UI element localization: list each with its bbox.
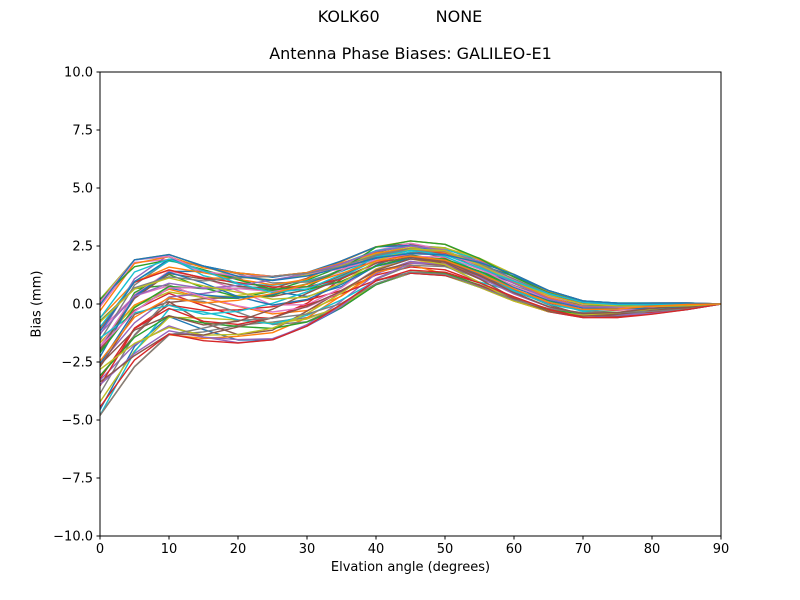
- bias-curve: [100, 249, 721, 319]
- y-tick-label: 5.0: [72, 182, 93, 197]
- bias-curve: [100, 256, 721, 366]
- x-tick-label: 10: [161, 542, 178, 557]
- bias-curve: [100, 248, 721, 323]
- y-tick-label: −2.5: [61, 356, 93, 371]
- x-axis-label: Elvation angle (degrees): [330, 560, 491, 575]
- x-tick-label: 30: [299, 542, 316, 557]
- axes-title: Antenna Phase Biases: GALILEO-E1: [269, 44, 552, 63]
- y-tick-label: −10.0: [53, 530, 93, 545]
- figure-suptitle: KOLK60 NONE: [317, 7, 483, 26]
- bias-curve: [100, 252, 721, 306]
- x-tick-label: 80: [644, 542, 661, 557]
- y-tick-label: 10.0: [64, 66, 93, 81]
- x-tick-label: 20: [230, 542, 247, 557]
- y-tick-label: −7.5: [61, 472, 93, 487]
- bias-curve: [100, 255, 721, 362]
- series-group: [100, 240, 721, 416]
- bias-curve: [100, 245, 721, 335]
- y-tick-label: 7.5: [72, 124, 93, 139]
- x-tick-label: 70: [575, 542, 592, 557]
- y-tick-label: −5.0: [61, 414, 93, 429]
- x-tick-label: 60: [506, 542, 523, 557]
- x-tick-label: 90: [713, 542, 730, 557]
- x-tick-label: 40: [368, 542, 385, 557]
- bias-curve: [100, 262, 721, 386]
- y-tick-label: 2.5: [72, 240, 93, 255]
- x-tick-label: 50: [437, 542, 454, 557]
- bias-curve: [100, 269, 721, 408]
- y-tick-label: 0.0: [72, 298, 93, 313]
- x-tick-label: 0: [96, 542, 104, 557]
- bias-curve: [100, 258, 721, 383]
